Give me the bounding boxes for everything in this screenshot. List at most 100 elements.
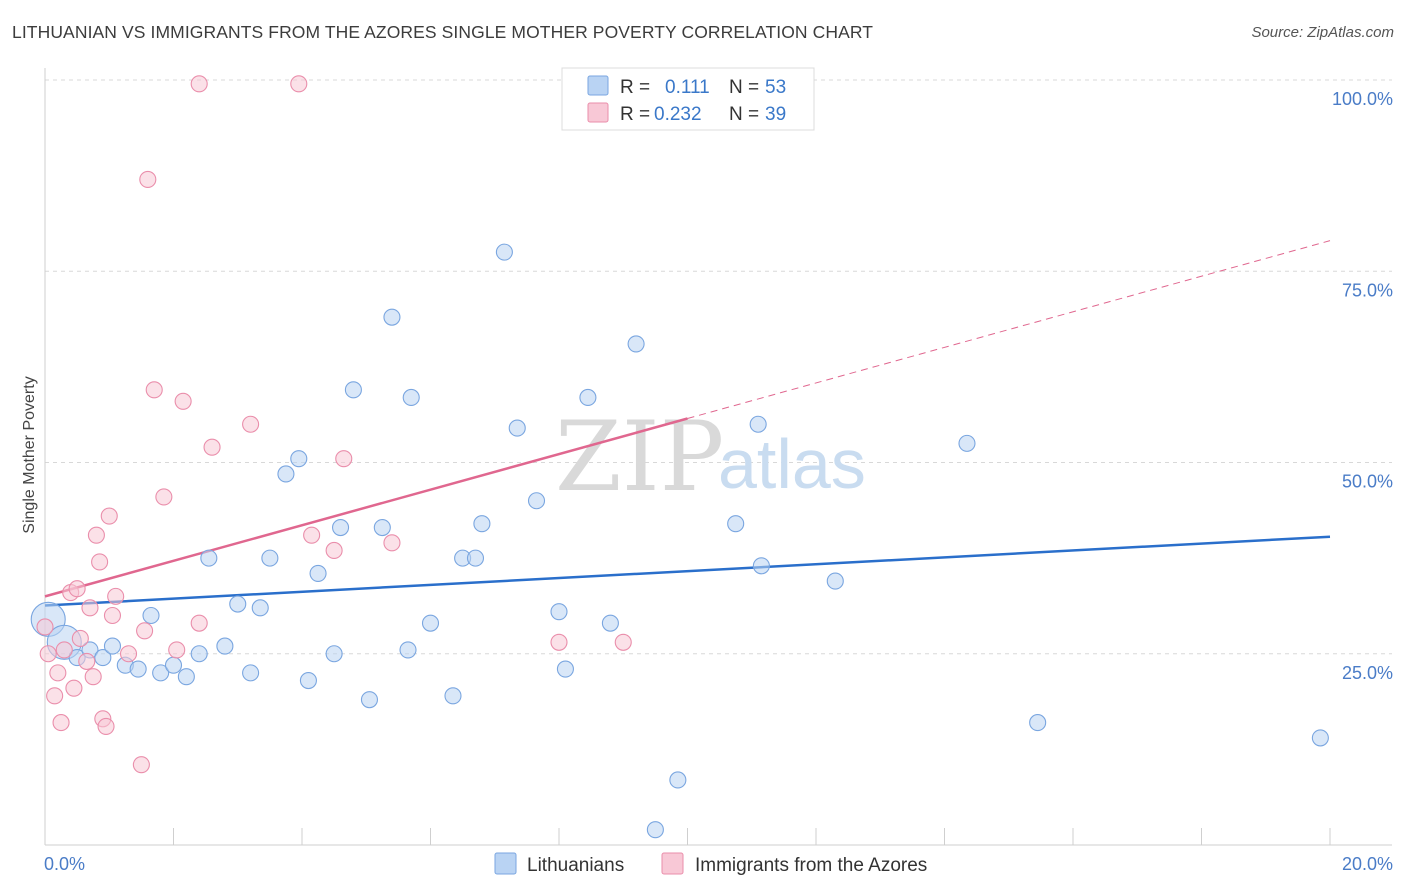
point-lithuanians <box>444 687 462 705</box>
point-lithuanians <box>242 664 260 682</box>
point-azores <box>103 606 122 625</box>
grid-lines <box>45 79 1392 655</box>
point-lithuanians <box>402 388 420 407</box>
legend-r-value: 0.232 <box>654 104 702 125</box>
point-azores <box>383 534 401 552</box>
point-lithuanians <box>129 660 147 678</box>
point-lithuanians <box>103 637 122 655</box>
legend-r-label: R = <box>620 104 650 125</box>
point-azores <box>84 668 102 686</box>
point-lithuanians <box>579 388 597 407</box>
watermark-atlas: atlas <box>718 425 866 503</box>
point-lithuanians <box>94 649 112 667</box>
point-lithuanians <box>373 518 391 537</box>
point-lithuanians <box>200 549 218 567</box>
point-azores <box>36 618 54 636</box>
point-azores <box>81 599 99 617</box>
point-lithuanians <box>251 599 269 617</box>
point-lithuanians <box>752 557 770 575</box>
watermark-zip: ZIP <box>555 401 724 513</box>
x-tick-label-max: 20.0% <box>1342 854 1393 874</box>
legend-r-label: R = <box>620 77 650 98</box>
point-lithuanians <box>360 691 379 709</box>
point-azores <box>65 679 83 697</box>
point-lithuanians <box>399 641 417 659</box>
trend-line-azores-extrapolated <box>687 240 1331 419</box>
point-lithuanians <box>142 606 160 625</box>
point-lithuanians <box>669 771 687 789</box>
legend-n-value: 53 <box>765 77 786 98</box>
y-tick-label: 75.0% <box>1342 280 1393 300</box>
point-lithuanians <box>421 614 440 632</box>
legend-swatch-azores <box>587 102 609 123</box>
point-azores <box>139 170 157 188</box>
legend-r-value: 0.111 <box>665 77 710 98</box>
point-lithuanians <box>344 381 362 399</box>
point-lithuanians <box>749 415 767 433</box>
point-azores <box>132 756 150 774</box>
point-azores <box>78 652 96 670</box>
point-lithuanians <box>627 335 645 353</box>
point-lithuanians <box>152 664 170 682</box>
point-azores <box>325 541 343 560</box>
point-lithuanians <box>190 645 208 663</box>
point-lithuanians <box>1311 729 1329 747</box>
point-azores <box>97 717 115 735</box>
point-azores <box>145 381 163 399</box>
point-lithuanians <box>1029 714 1047 732</box>
point-azores <box>614 633 632 651</box>
series-legend: Lithuanians Immigrants from the Azores <box>494 852 927 876</box>
legend-swatch-lithuanians <box>494 852 517 875</box>
point-azores <box>303 526 321 544</box>
point-lithuanians <box>466 549 485 567</box>
point-lithuanians <box>261 549 279 567</box>
point-azores <box>155 488 173 506</box>
point-azores <box>100 507 118 525</box>
legend-label-lithuanians: Lithuanians <box>527 855 624 876</box>
y-tick-label: 50.0% <box>1342 472 1393 492</box>
legend-n-label: N = <box>729 77 759 98</box>
y-tick-label: 25.0% <box>1342 663 1393 683</box>
point-lithuanians <box>229 595 247 613</box>
legend-n-label: N = <box>729 104 759 125</box>
point-azores <box>39 645 57 663</box>
point-azores <box>190 75 208 93</box>
point-lithuanians <box>309 564 327 582</box>
point-lithuanians <box>299 671 317 690</box>
legend-swatch-azores <box>661 852 684 875</box>
point-lithuanians <box>331 518 350 537</box>
watermark: ZIP atlas <box>555 401 866 513</box>
point-azores <box>290 75 308 93</box>
point-azores <box>46 687 64 705</box>
point-lithuanians <box>550 603 568 621</box>
point-lithuanians <box>495 243 513 261</box>
legend-swatch-lithuanians <box>587 75 609 96</box>
point-azores <box>49 664 67 682</box>
point-lithuanians <box>216 637 234 655</box>
axes <box>44 68 1392 846</box>
trend-line-azores <box>44 417 688 598</box>
point-lithuanians <box>473 515 491 533</box>
point-azores <box>55 641 73 659</box>
point-azores <box>136 622 154 640</box>
chart-title: LITHUANIAN VS IMMIGRANTS FROM THE AZORES… <box>12 22 874 42</box>
point-lithuanians <box>601 614 619 632</box>
point-azores <box>91 553 109 571</box>
point-lithuanians <box>958 434 976 452</box>
point-azores <box>87 526 105 544</box>
point-azores <box>119 645 138 663</box>
x-tick-label-min: 0.0% <box>44 854 85 874</box>
point-lithuanians <box>290 450 308 468</box>
point-azores <box>335 450 353 468</box>
point-azores <box>174 392 192 410</box>
source-label: Source: ZipAtlas.com <box>1251 24 1394 41</box>
point-lithuanians <box>164 656 183 674</box>
point-lithuanians <box>277 465 295 483</box>
point-azores <box>68 580 86 598</box>
trend-lines <box>44 240 1331 607</box>
point-azores <box>190 614 208 632</box>
point-azores <box>203 438 221 456</box>
tick-labels: 25.0% 50.0% 75.0% 100.0% 0.0% 20.0% <box>44 89 1393 874</box>
point-lithuanians <box>527 492 546 510</box>
